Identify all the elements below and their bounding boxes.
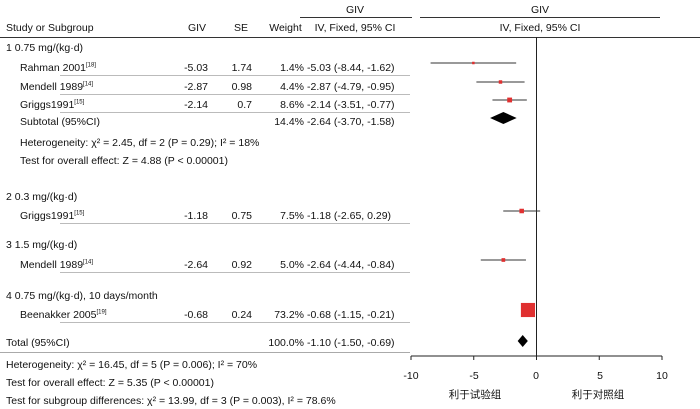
subgroup-1-overall-effect: Test for overall effect: Z = 4.88 (P < 0… (20, 155, 228, 167)
footer-heterogeneity: Heterogeneity: χ² = 16.45, df = 5 (P = 0… (6, 359, 258, 371)
axis-tick-label: -10 (403, 370, 419, 382)
study-square (507, 97, 513, 103)
study-name: Griggs1991 (20, 210, 75, 222)
study-weight: 4.4% (280, 81, 304, 93)
header-effect: IV, Fixed, 95% CI (314, 22, 396, 34)
row-divider (60, 272, 410, 273)
study-name: Griggs1991 (20, 99, 75, 111)
study-row-name: Griggs1991[15] (20, 210, 84, 222)
study-giv: -0.68 (184, 309, 208, 321)
subgroup-3-title: 3 1.5 mg/(kg·d) (6, 239, 78, 251)
study-square (520, 302, 536, 318)
study-name: Mendell 1989 (20, 81, 84, 93)
subgroup-1-heterogeneity: Heterogeneity: χ² = 2.45, df = 2 (P = 0.… (20, 137, 260, 149)
study-giv: -2.14 (184, 99, 208, 111)
study-ci: -2.14 (-3.51, -0.77) (307, 99, 395, 111)
study-weight: 1.4% (280, 62, 304, 74)
favours-right-label: 利于对照组 (571, 389, 625, 401)
study-name: Mendell 1989 (20, 259, 84, 271)
study-se: 0.98 (231, 81, 252, 93)
header-giv: GIV (187, 22, 207, 34)
row-divider (60, 322, 410, 323)
summary-diamond (490, 112, 517, 124)
footer-overall-effect: Test for overall effect: Z = 5.35 (P < 0… (6, 377, 214, 389)
study-row-name: Beenakker 2005[19] (20, 309, 107, 321)
row-divider (60, 75, 410, 76)
study-square (498, 80, 503, 84)
study-square (501, 258, 506, 262)
study-row-name: Griggs1991[15] (20, 99, 84, 111)
study-ref: [15] (74, 210, 85, 217)
study-se: 1.74 (231, 62, 252, 74)
study-ci: -5.03 (-8.44, -1.62) (307, 62, 395, 74)
axis-tick-label: -5 (469, 370, 479, 382)
subgroup-2-title: 2 0.3 mg/(kg·d) (6, 191, 78, 203)
header-plot: IV, Fixed, 95% CI (499, 22, 581, 34)
subgroup-1-title: 1 0.75 mg/(kg·d) (6, 42, 84, 54)
favours-left-label: 利于试验组 (448, 389, 502, 401)
footer-subgroup-differences: Test for subgroup differences: χ² = 13.9… (6, 395, 336, 407)
study-ci: -0.68 (-1.15, -0.21) (307, 309, 395, 321)
header-effect-group: GIV (345, 4, 365, 16)
axis-tick-label: 10 (656, 370, 668, 382)
study-se: 0.92 (231, 259, 252, 271)
study-ci: -2.87 (-4.79, -0.95) (307, 81, 395, 93)
study-name: Rahman 2001 (20, 62, 86, 74)
subgroup-4-title: 4 0.75 mg/(kg·d), 10 days/month (6, 290, 158, 302)
total-label: Total (95%CI) (6, 337, 70, 349)
study-row-name: Rahman 2001[18] (20, 62, 96, 74)
study-giv: -1.18 (184, 210, 208, 222)
header-se: SE (233, 22, 248, 34)
study-ref: [15] (74, 99, 85, 106)
total-ci: -1.10 (-1.50, -0.69) (307, 337, 395, 349)
study-name: Beenakker 2005 (20, 309, 97, 321)
row-divider (60, 112, 410, 113)
header-study: Study or Subgroup (6, 22, 94, 34)
study-ref: [14] (83, 259, 94, 266)
axis-tick-label: 0 (533, 370, 539, 382)
study-giv: -2.87 (184, 81, 208, 93)
axis-tick-label: 5 (597, 370, 603, 382)
header-plot-group: GIV (530, 4, 550, 16)
subtotal-ci: -2.64 (-3.70, -1.58) (307, 116, 395, 128)
total-divider (0, 352, 410, 353)
study-se: 0.75 (231, 210, 252, 222)
row-divider (60, 94, 410, 95)
study-square (472, 61, 475, 65)
study-ref: [14] (83, 81, 94, 88)
subtotal-label: Subtotal (95%CI) (20, 116, 100, 128)
study-ref: [19] (96, 309, 107, 316)
summary-diamond (517, 335, 528, 347)
subtotal-weight: 14.4% (274, 116, 304, 128)
header-top-rule (300, 17, 412, 18)
study-row-name: Mendell 1989[14] (20, 259, 93, 271)
study-se: 0.24 (231, 309, 252, 321)
study-ref: [18] (85, 62, 96, 69)
study-square (519, 208, 524, 214)
header-bottom-rule (0, 37, 700, 38)
study-ci: -2.64 (-4.44, -0.84) (307, 259, 395, 271)
header-weight: Weight (269, 22, 302, 34)
study-giv: -5.03 (184, 62, 208, 74)
study-row-name: Mendell 1989[14] (20, 81, 93, 93)
study-weight: 8.6% (280, 99, 304, 111)
study-giv: -2.64 (184, 259, 208, 271)
study-weight: 7.5% (280, 210, 304, 222)
header-plot-top-rule (420, 17, 660, 18)
study-se: 0.7 (237, 99, 252, 111)
study-ci: -1.18 (-2.65, 0.29) (307, 210, 392, 222)
study-weight: 5.0% (280, 259, 304, 271)
row-divider (60, 223, 410, 224)
total-weight: 100.0% (268, 337, 304, 349)
study-weight: 73.2% (274, 309, 304, 321)
